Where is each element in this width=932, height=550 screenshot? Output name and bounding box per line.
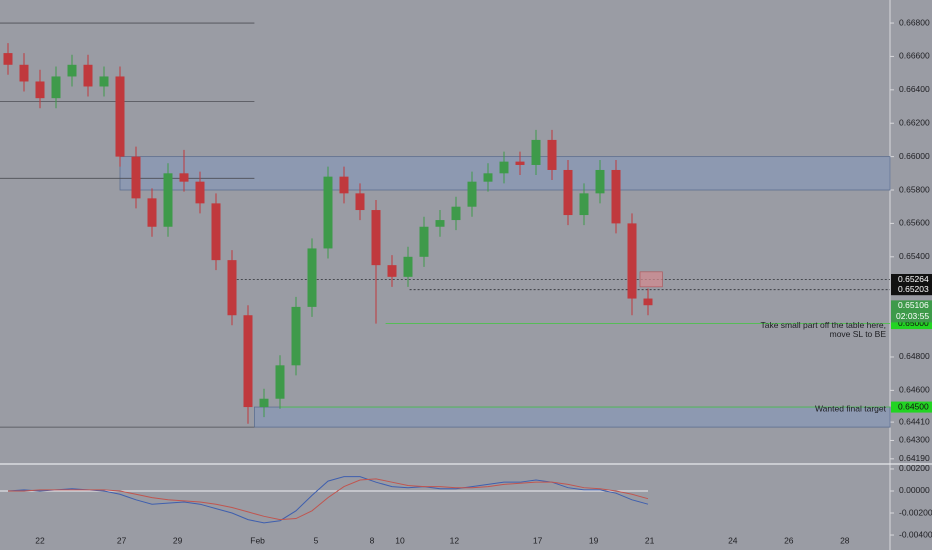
target-note: Take small part off the table here, [760,320,886,330]
x-tick-label: 12 [450,535,460,545]
y-tick-label: 0.64800 [899,351,930,361]
candle-body [227,260,237,316]
x-tick-label: 5 [314,535,319,545]
candle-body [515,161,525,165]
candle-body [451,206,461,221]
candle-body [627,223,637,299]
x-tick-label: 21 [645,535,655,545]
countdown: 02:03:55 [896,311,929,321]
candle-body [195,181,205,204]
target-label: 0.65000 [898,318,929,328]
y-tick-label: 0.66600 [899,51,930,61]
candle-body [67,64,77,77]
y-tick-label: 0.65800 [899,184,930,194]
current-price-box [891,300,932,323]
candle-body [547,139,557,170]
y-tick-label: 0.64300 [899,435,930,445]
y-tick-label: 0.64600 [899,385,930,395]
candle-body [531,139,541,165]
x-tick-label: 28 [840,535,850,545]
price-label: 0.65203 [898,284,929,294]
price-label-box [891,284,932,296]
candle-body [35,81,45,99]
y-tick-label: 0.66000 [899,151,930,161]
y-tick-label: 0.65400 [899,251,930,261]
x-tick-label: Feb [250,535,265,545]
candle-body [307,248,317,307]
x-tick-label: 24 [728,535,738,545]
candle-body [611,169,621,224]
candle-body [355,193,365,211]
candle-body [243,315,253,408]
price-label: 0.65264 [898,274,929,284]
candle-body [275,365,285,399]
target-label-box [891,401,932,413]
target-label: 0.64500 [898,401,929,411]
candle-body [259,398,269,408]
y-tick-label: -0.00200 [899,507,932,517]
candle-body [371,210,381,266]
candle-body [163,173,173,227]
x-tick-label: 22 [35,535,45,545]
candle-body [51,76,61,99]
x-tick-label: 19 [589,535,599,545]
indicator-line [8,478,649,521]
candle-body [467,181,477,207]
x-tick-label: 27 [117,535,127,545]
candle-body [83,64,93,87]
candle-body [403,256,413,277]
candle-body [387,265,397,277]
y-tick-label: 0.66800 [899,17,930,27]
candle-body [291,306,301,366]
target-note: Wanted final target [815,403,887,413]
candle-body [211,203,221,261]
candle-body [147,198,157,227]
x-tick-label: 29 [173,535,183,545]
indicator-line [7,476,649,524]
x-tick-label: 26 [784,535,794,545]
candle-body [99,76,109,87]
candle-body [483,173,493,182]
candle-body [131,156,141,199]
candle-body [435,220,445,227]
candle-body [3,53,13,65]
candle-body [419,226,429,257]
y-tick-label: 0.66200 [899,117,930,127]
candle-body [643,298,653,306]
zone [253,406,891,428]
price-label-box [891,274,932,286]
y-tick-label: 0.65600 [899,218,930,228]
y-tick-label: 0.66400 [899,84,930,94]
candle-body [339,176,349,194]
target-label-box [891,318,932,330]
target-note: move SL to BE [830,329,887,339]
candle-body [563,169,573,216]
candle-body [579,193,589,216]
candle-body [19,64,29,82]
y-tick-label: 0.00000 [899,485,930,495]
candle-body [499,161,509,174]
candle-body [323,176,333,249]
x-tick-label: 17 [533,535,543,545]
candle-body [179,173,189,182]
y-tick-label: 0.64410 [899,416,930,426]
y-tick-label: 0.00200 [899,463,930,473]
y-tick-label: -0.00400 [899,529,932,539]
y-tick-label: 0.64190 [899,453,930,463]
current-price: 0.65106 [898,300,929,310]
x-tick-label: 10 [395,535,405,545]
candle-body [115,76,125,157]
x-tick-label: 8 [370,535,375,545]
entry-box [639,271,663,288]
candle-body [595,169,605,194]
